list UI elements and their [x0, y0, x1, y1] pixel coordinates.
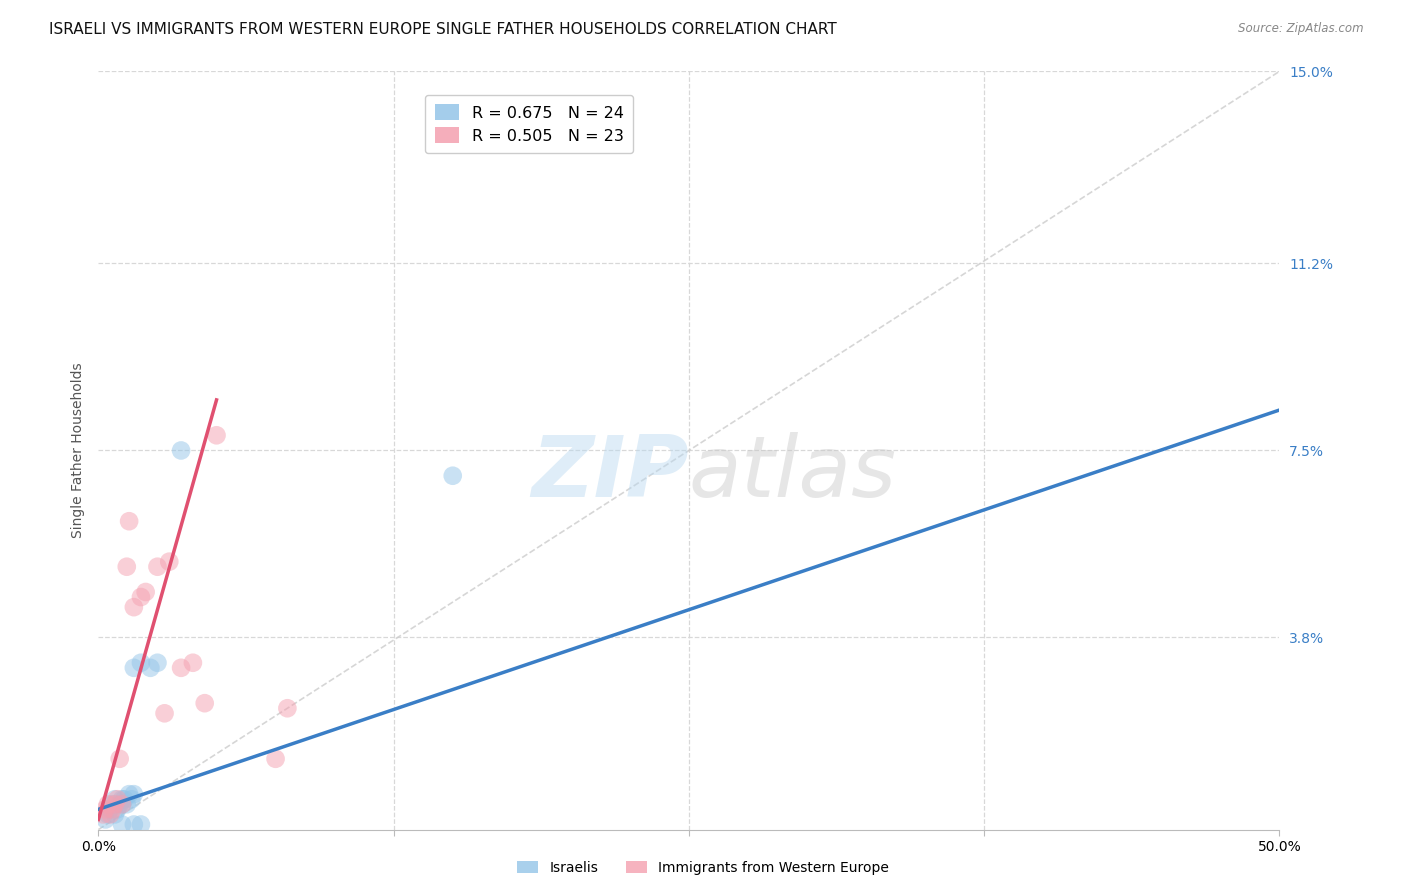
- Point: [104, 792, 127, 806]
- Point: [194, 696, 217, 710]
- Point: [115, 797, 138, 812]
- Point: [135, 585, 157, 599]
- Text: Source: ZipAtlas.com: Source: ZipAtlas.com: [1239, 22, 1364, 36]
- Legend: Israelis, Immigrants from Western Europe: Israelis, Immigrants from Western Europe: [512, 855, 894, 880]
- Point: [104, 797, 127, 812]
- Point: [157, 555, 180, 569]
- Point: [111, 797, 134, 812]
- Point: [105, 802, 128, 816]
- Point: [122, 817, 145, 831]
- Point: [98, 802, 121, 816]
- Point: [97, 797, 120, 812]
- Point: [112, 792, 135, 806]
- Point: [181, 656, 204, 670]
- Point: [104, 807, 127, 822]
- Point: [122, 600, 145, 615]
- Point: [170, 661, 193, 675]
- Point: [101, 797, 124, 812]
- Point: [105, 792, 128, 806]
- Point: [129, 590, 152, 604]
- Point: [94, 813, 117, 827]
- Point: [94, 802, 117, 816]
- Point: [108, 752, 131, 766]
- Point: [118, 787, 141, 801]
- Point: [153, 706, 176, 721]
- Text: atlas: atlas: [689, 432, 897, 515]
- Point: [146, 656, 169, 670]
- Legend: R = 0.675   N = 24, R = 0.505   N = 23: R = 0.675 N = 24, R = 0.505 N = 23: [425, 95, 633, 153]
- Point: [91, 807, 114, 822]
- Text: ZIP: ZIP: [531, 432, 689, 515]
- Point: [111, 797, 134, 812]
- Point: [118, 514, 141, 528]
- Point: [101, 802, 124, 816]
- Point: [146, 559, 169, 574]
- Point: [129, 656, 152, 670]
- Point: [441, 468, 464, 483]
- Point: [121, 792, 143, 806]
- Point: [276, 701, 298, 715]
- Point: [111, 817, 134, 831]
- Point: [129, 817, 152, 831]
- Point: [264, 752, 287, 766]
- Point: [139, 661, 162, 675]
- Y-axis label: Single Father Households: Single Father Households: [70, 363, 84, 538]
- Point: [108, 797, 131, 812]
- Point: [97, 807, 120, 822]
- Point: [122, 787, 145, 801]
- Point: [115, 559, 138, 574]
- Point: [98, 807, 121, 822]
- Text: ISRAELI VS IMMIGRANTS FROM WESTERN EUROPE SINGLE FATHER HOUSEHOLDS CORRELATION C: ISRAELI VS IMMIGRANTS FROM WESTERN EUROP…: [49, 22, 837, 37]
- Point: [122, 661, 145, 675]
- Point: [205, 428, 228, 442]
- Point: [111, 792, 134, 806]
- Point: [170, 443, 193, 458]
